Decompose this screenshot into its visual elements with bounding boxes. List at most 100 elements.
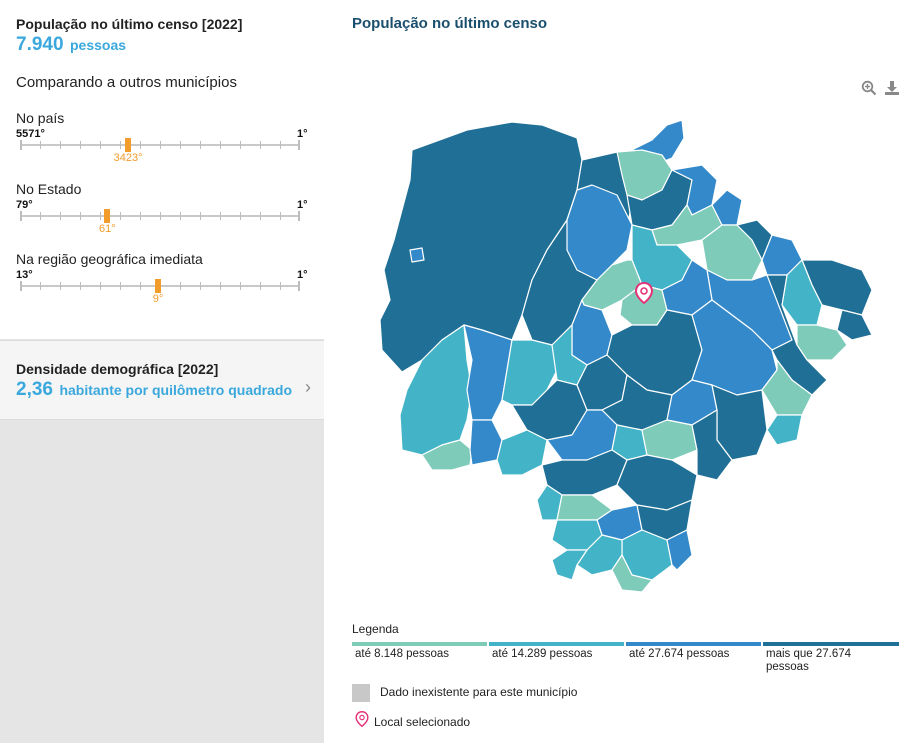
ranking-tick — [60, 141, 61, 149]
legend-title: Legenda — [352, 622, 399, 636]
ranking-max: 1° — [297, 128, 308, 140]
municipality-region[interactable] — [836, 309, 873, 341]
ranking-min: 5571° — [16, 128, 45, 140]
ranking-tick — [120, 282, 121, 290]
municipality-region[interactable] — [616, 454, 698, 511]
ranking-label: No Estado — [16, 181, 82, 197]
ranking-tick — [298, 140, 300, 150]
population-title: População no último censo [2022] — [16, 16, 243, 32]
ranking-tick — [240, 282, 241, 290]
municipality-region[interactable] — [766, 274, 828, 396]
ranking-tick — [200, 282, 201, 290]
municipality-region[interactable] — [611, 554, 653, 593]
ranking-track — [20, 211, 300, 221]
ranking-marker — [155, 279, 162, 293]
ranking-tick — [100, 141, 101, 149]
ranking-tick — [280, 282, 281, 290]
no-data-label: Dado inexistente para este município — [380, 685, 578, 699]
municipality-region[interactable] — [766, 414, 803, 446]
ranking-max: 1° — [297, 199, 308, 211]
ranking-max: 1° — [297, 269, 308, 281]
ranking-tick — [240, 212, 241, 220]
ranking-tick — [180, 212, 181, 220]
ranking-tick — [80, 212, 81, 220]
ranking-tick — [298, 211, 300, 221]
legend-swatch-4 — [763, 642, 899, 646]
municipality-region[interactable] — [781, 259, 823, 326]
ranking-tick — [20, 281, 22, 291]
no-data-swatch — [352, 684, 370, 702]
choropleth-map[interactable] — [372, 110, 892, 600]
legend-swatch-3 — [626, 642, 761, 646]
ranking-tick — [260, 282, 261, 290]
density-card[interactable]: Densidade demográfica [2022] 2,36 habita… — [0, 340, 324, 420]
ranking-tick — [100, 212, 101, 220]
ranking-tick — [260, 141, 261, 149]
ranking-tick — [160, 141, 161, 149]
legend-label-2: até 14.289 pessoas — [492, 648, 593, 660]
ranking-tick — [180, 141, 181, 149]
ranking-tick — [220, 282, 221, 290]
legend-swatch-2 — [489, 642, 624, 646]
ranking-marker — [125, 138, 132, 152]
ranking-tick — [40, 282, 41, 290]
ranking-tick — [120, 141, 121, 149]
ranking-tick — [20, 140, 22, 150]
ranking-tick — [280, 212, 281, 220]
ranking-min: 13° — [16, 269, 33, 281]
density-title: Densidade demográfica [2022] — [16, 361, 219, 377]
zoom-in-icon[interactable] — [861, 80, 877, 96]
municipality-region[interactable] — [551, 549, 588, 581]
ranking-country: No país 5571° 1° 3423° — [0, 110, 324, 180]
ranking-region: Na região geográfica imediata 13° 1° 9° — [0, 251, 324, 321]
left-panel: População no último censo [2022] 7.940 p… — [0, 0, 324, 743]
ranking-tick — [220, 141, 221, 149]
ranking-value: 3423° — [113, 152, 143, 164]
municipality-region[interactable] — [463, 324, 513, 421]
ranking-track — [20, 140, 300, 150]
density-number: 2,36 — [16, 379, 53, 400]
legend-label-3: até 27.674 pessoas — [629, 648, 730, 660]
ranking-value: 61° — [99, 223, 116, 235]
chevron-right-icon[interactable]: › — [305, 377, 311, 397]
density-value: 2,36 habitante por quilômetro quadrado — [16, 379, 292, 401]
municipality-region[interactable] — [496, 429, 548, 476]
municipality-region[interactable] — [691, 409, 733, 481]
municipality-region[interactable] — [409, 247, 425, 263]
population-number: 7.940 — [16, 34, 64, 55]
ranking-tick — [200, 141, 201, 149]
ranking-tick — [220, 212, 221, 220]
population-unit: pessoas — [70, 37, 127, 53]
map-title: População no último censo — [352, 15, 548, 32]
ranking-tick — [40, 212, 41, 220]
ranking-tick — [280, 141, 281, 149]
download-icon[interactable] — [884, 80, 900, 96]
ranking-tick — [260, 212, 261, 220]
ranking-tick — [120, 212, 121, 220]
location-pin-icon[interactable] — [634, 281, 654, 305]
ranking-tick — [20, 211, 22, 221]
ranking-marker — [104, 209, 111, 223]
ranking-tick — [40, 141, 41, 149]
municipality-region[interactable] — [666, 529, 693, 571]
selected-pin-icon — [355, 711, 369, 727]
ranking-state: No Estado 79° 1° 61° — [0, 181, 324, 251]
ranking-label: No país — [16, 110, 65, 126]
comparison-title: Comparando a outros municípios — [16, 74, 237, 91]
ranking-tick — [160, 212, 161, 220]
population-value: 7.940 pessoas — [16, 34, 126, 56]
selected-location-label: Local selecionado — [374, 715, 471, 729]
ranking-tick — [80, 141, 81, 149]
ranking-tick — [60, 212, 61, 220]
municipality-region[interactable] — [711, 189, 743, 226]
ranking-value: 9° — [152, 293, 164, 305]
ranking-tick — [140, 212, 141, 220]
ranking-tick — [298, 281, 300, 291]
ranking-tick — [100, 282, 101, 290]
legend-label-4: mais que 27.674 pessoas — [766, 648, 852, 673]
ranking-tick — [60, 282, 61, 290]
ranking-tick — [140, 282, 141, 290]
municipality-region[interactable] — [536, 484, 563, 521]
ranking-label: Na região geográfica imediata — [16, 251, 203, 267]
density-unit: habitante por quilômetro quadrado — [59, 382, 292, 398]
